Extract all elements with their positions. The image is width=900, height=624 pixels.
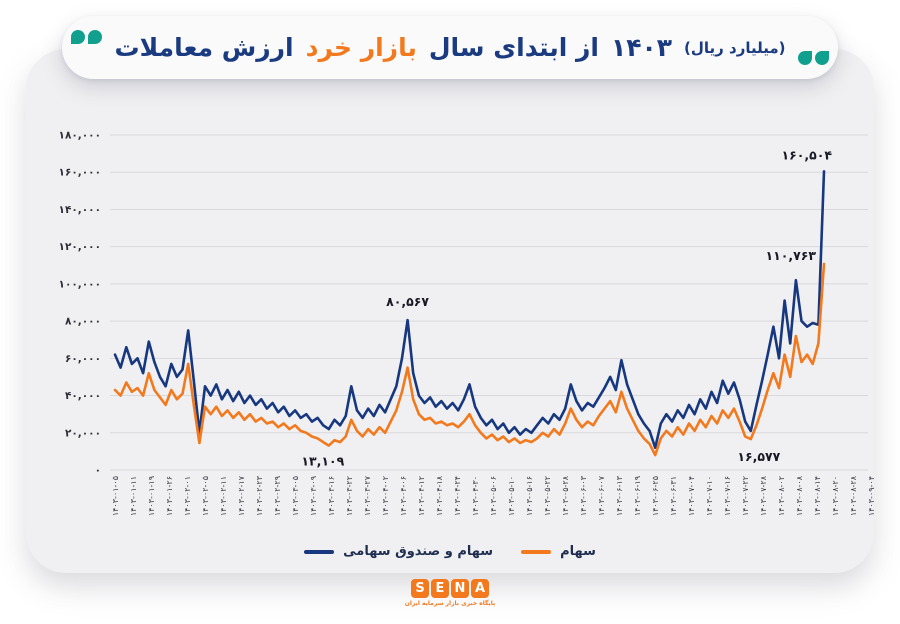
- x-tick-label: ۱۴۰۳-۰۶-۰۳: [579, 475, 588, 516]
- y-tick-label: ۱۲۰,۰۰۰: [59, 241, 101, 253]
- quote-open-icon: [71, 30, 103, 44]
- x-tick-label: ۱۴۰۳-۰۸-۰۸: [795, 475, 804, 516]
- logo-tile-e: E: [431, 579, 449, 598]
- x-tick-label: ۱۴۰۳-۰۲-۲۹: [273, 476, 282, 516]
- data-label: ۱۱۰,۷۶۳: [765, 248, 816, 263]
- x-tick-label: ۱۴۰۳-۰۱-۲۶: [165, 476, 174, 516]
- x-tick-label: ۱۴۰۳-۰۷-۰۴: [687, 476, 696, 516]
- y-tick-label: ۸۰,۰۰۰: [65, 316, 101, 328]
- x-tick-label: ۱۴۰۳-۰۱-۱۹: [147, 476, 156, 516]
- x-tick-label: ۱۴۰۳-۰۷-۲۸: [759, 475, 768, 516]
- legend-swatch-orange: [521, 549, 552, 554]
- sena-logo-tiles: S E N A: [411, 579, 489, 598]
- x-tick-label: ۱۴۰۳-۰۶-۰۷: [597, 475, 606, 516]
- logo-tagline: پایگاه خبری بازار سرمایه ایران: [404, 600, 496, 607]
- data-label: ۱۶,۵۷۷: [737, 449, 780, 464]
- page-title-part2: از ابتدای سال: [428, 33, 599, 62]
- legend-label-stocks-and-funds: سهام و صندوق سهامی: [343, 544, 494, 559]
- x-tick-label: ۱۴۰۳-۰۲-۰۱: [183, 476, 192, 516]
- logo-tile-n: N: [451, 579, 469, 598]
- y-tick-label: ۱۶۰,۰۰۰: [59, 167, 101, 179]
- x-tick-label: ۱۴۰۳-۰۵-۱۶: [525, 476, 534, 516]
- x-tick-label: ۱۴۰۳-۰۱-۱۱: [129, 476, 138, 516]
- x-tick-label: ۱۴۰۳-۰۲-۰۵: [201, 476, 210, 516]
- x-tick-label: ۱۴۰۳-۰۸-۰۲: [777, 476, 786, 516]
- page-title-year: ۱۴۰۳: [610, 33, 673, 62]
- line-chart: ۰ ۲۰,۰۰۰ ۴۰,۰۰۰ ۶۰,۰۰۰ ۸۰,۰۰۰ ۱۰۰,۰۰۰ ۱۲۰,۰۰۰ ۱…: [59, 130, 874, 517]
- logo-tile-s: S: [411, 579, 429, 598]
- x-tick-label: ۱۴۰۳-۰۶-۱۹: [633, 476, 642, 516]
- page-title-highlight: بازار خرد: [305, 33, 417, 62]
- sena-logo: S E N A پایگاه خبری بازار سرمایه ایران: [0, 579, 900, 607]
- x-tick-label: ۱۴۰۳-۰۴-۱۲: [417, 476, 426, 516]
- y-tick-label: ۱۴۰,۰۰۰: [59, 204, 101, 216]
- data-label: ۸۰,۵۶۷: [386, 294, 429, 309]
- x-tick-label: ۱۴۰۳-۰۴-۲۴: [453, 476, 462, 516]
- x-tick-label: ۱۴۰۳-۰۷-۱۰: [705, 476, 714, 516]
- x-tick-label: ۱۴۰۳-۰۲-۱۱: [219, 476, 228, 516]
- title-banner: ارزش معاملات بازار خرد از ابتدای سال ۱۴۰…: [62, 16, 838, 79]
- series-line-1: [113, 262, 826, 457]
- chart-legend: سهام و صندوق سهامی سهام: [26, 544, 874, 559]
- x-tick-label: ۱۴۰۳-۰۵-۲۸: [561, 475, 570, 516]
- x-tick-label: ۱۴۰۳-۰۴-۱۸: [435, 475, 444, 516]
- x-tick-label: ۱۴۰۳-۰۲-۲۳: [255, 475, 264, 516]
- x-tick-label: ۱۴۰۳-۰۳-۱۶: [327, 476, 336, 516]
- x-tick-label: ۱۴۰۳-۰۴-۳۰: [471, 476, 480, 516]
- x-tick-label: ۱۴۰۳-۰۶-۳۱: [669, 476, 678, 516]
- x-tick-label: ۱۴۰۳-۰۵-۲۲: [543, 476, 552, 516]
- data-label: ۱۳,۱۰۹: [301, 454, 344, 469]
- x-tick-label: ۱۴۰۳-۰۳-۲۲: [345, 476, 354, 516]
- legend-item-stocks: سهام: [521, 544, 596, 559]
- x-tick-label: ۱۴۰۳-۰۵-۱۰: [507, 476, 516, 516]
- x-tick-label: ۱۴۰۳-۰۳-۰۵: [291, 476, 300, 516]
- x-tick-label: ۱۴۰۳-۰۶-۲۵: [651, 476, 660, 516]
- page-title-unit: (میلیارد ریال): [684, 38, 786, 57]
- y-tick-label: ۰: [95, 465, 101, 477]
- x-tick-label: ۱۴۰۳-۰۸-۲۰: [831, 476, 840, 516]
- page-title-part1: ارزش معاملات: [114, 33, 294, 62]
- x-tick-label: ۱۴۰۳-۰۳-۲۷: [363, 475, 372, 516]
- logo-tile-a: A: [471, 579, 489, 598]
- x-tick-label: ۱۴۰۳-۰۴-۰۶: [399, 476, 408, 516]
- y-tick-label: ۶۰,۰۰۰: [65, 353, 101, 365]
- x-tick-label: ۱۴۰۳-۰۶-۱۳: [615, 475, 624, 516]
- quote-close-icon: [797, 51, 829, 65]
- series-line-0: [113, 170, 826, 450]
- x-tick-label: ۱۴۰۳-۰۴-۰۲: [381, 476, 390, 516]
- legend-item-stocks-and-funds: سهام و صندوق سهامی: [304, 544, 493, 559]
- x-tick-label: ۱۴۰۳-۰۷-۲۲: [741, 476, 750, 516]
- x-tick-label: ۱۴۰۳-۰۱-۰۵: [111, 476, 120, 516]
- x-tick-label: ۱۴۰۳-۰۹-۰۴: [867, 476, 874, 516]
- data-label: ۱۶۰,۵۰۴: [781, 147, 832, 162]
- x-tick-label: ۱۴۰۳-۰۳-۰۹: [309, 476, 318, 516]
- x-tick-label: ۱۴۰۳-۰۸-۲۸: [849, 475, 858, 516]
- chart-card: ۰ ۲۰,۰۰۰ ۴۰,۰۰۰ ۶۰,۰۰۰ ۸۰,۰۰۰ ۱۰۰,۰۰۰ ۱۲۰,۰۰۰ ۱…: [26, 49, 874, 573]
- legend-swatch-navy: [304, 549, 335, 554]
- legend-label-stocks: سهام: [560, 544, 596, 559]
- x-tick-label: ۱۴۰۳-۰۷-۱۶: [723, 476, 732, 516]
- y-tick-label: ۲۰,۰۰۰: [65, 427, 101, 439]
- x-tick-label: ۱۴۰۳-۰۸-۱۴: [813, 476, 822, 516]
- x-tick-label: ۱۴۰۳-۰۵-۰۶: [489, 476, 498, 516]
- x-tick-label: ۱۴۰۳-۰۲-۱۷: [237, 475, 246, 516]
- y-tick-label: ۱۸۰,۰۰۰: [59, 130, 101, 142]
- y-tick-label: ۱۰۰,۰۰۰: [59, 278, 101, 290]
- y-tick-label: ۴۰,۰۰۰: [65, 390, 101, 402]
